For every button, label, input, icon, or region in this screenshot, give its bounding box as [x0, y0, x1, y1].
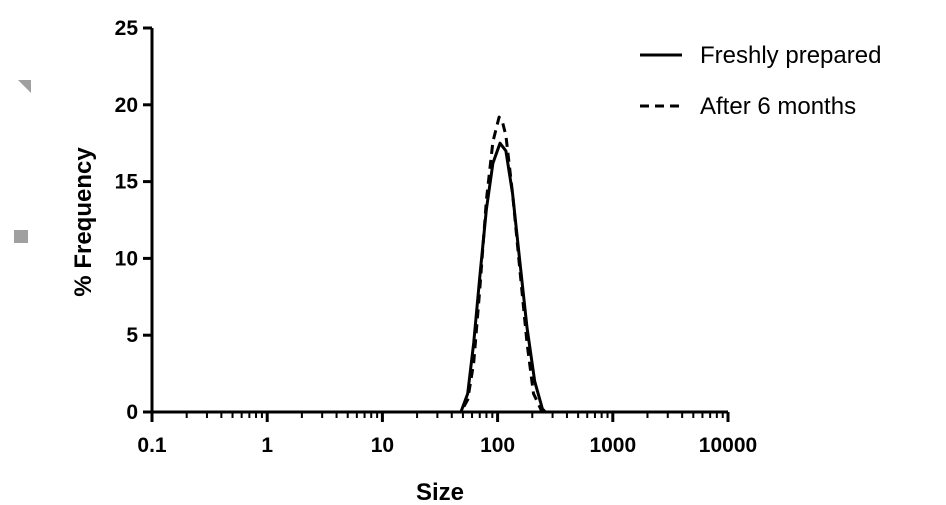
left-edge-artifact-square [14, 230, 28, 243]
y-tick-label: 25 [115, 17, 139, 40]
x-tick-label: 10 [371, 434, 394, 457]
x-axis-title: Size [416, 479, 464, 505]
x-tick-label: 0.1 [137, 434, 167, 457]
x-tick-label: 100 [480, 434, 515, 457]
left-edge-artifact-triangle [18, 80, 31, 93]
x-tick-label: 1 [261, 434, 273, 457]
x-tick-label: 1000 [589, 434, 636, 457]
legend-label: After 6 months [700, 93, 856, 120]
y-tick-label: 15 [115, 171, 139, 194]
y-tick-label: 20 [115, 94, 138, 117]
legend: Freshly prepared After 6 months [640, 42, 881, 120]
y-tick-label: 0 [126, 401, 138, 424]
series-group [152, 115, 728, 414]
series-line-after-6-months [152, 115, 728, 414]
y-axis-title: % Frequency [70, 147, 97, 297]
y-tick-label: 10 [115, 247, 138, 270]
x-tick-label: 10000 [699, 434, 757, 457]
y-tick-label: 5 [126, 324, 138, 347]
series-line-freshly-prepared [152, 141, 728, 414]
legend-label: Freshly prepared [700, 42, 881, 69]
axes: 0 5 10 15 20 25 0.1 1 10 100 1000 10000 [115, 17, 758, 457]
